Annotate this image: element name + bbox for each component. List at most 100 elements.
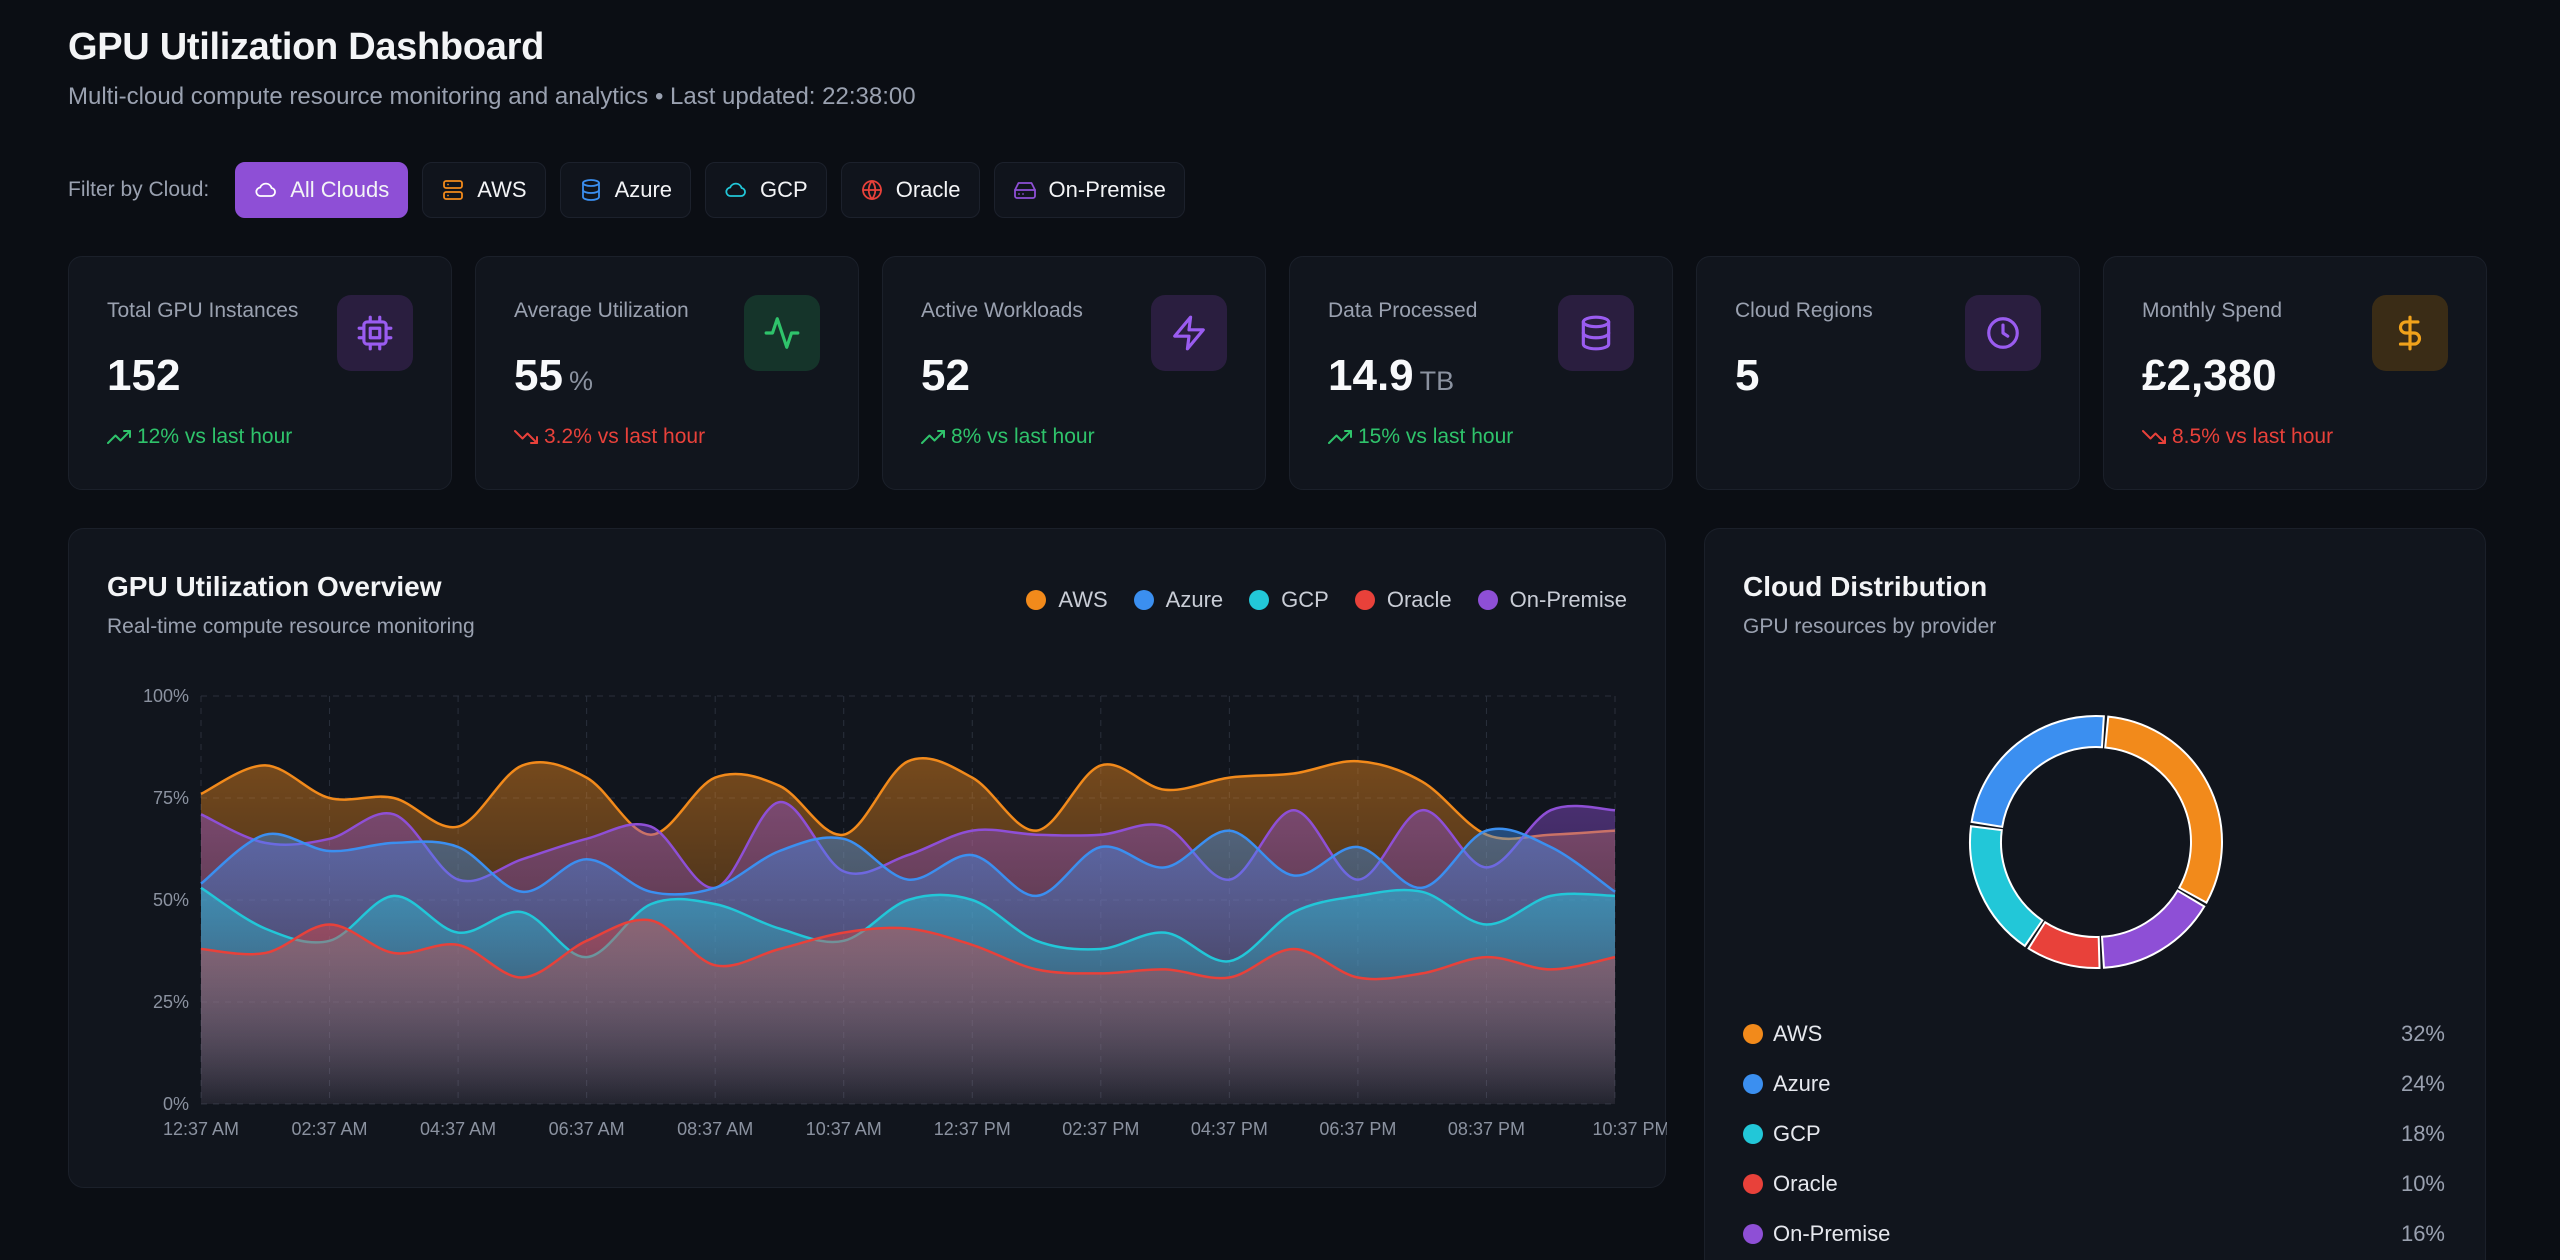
distribution-name: AWS bbox=[1773, 1021, 1823, 1046]
stat-card-total-gpu-instances: Total GPU Instances 152 12% vs last hour bbox=[68, 256, 452, 490]
stat-unit: TB bbox=[1419, 366, 1455, 396]
legend-dot bbox=[1133, 590, 1154, 610]
stat-value: 14.9 TB bbox=[1328, 351, 1454, 401]
server-icon bbox=[441, 178, 477, 202]
page-title: GPU Utilization Dashboard bbox=[68, 26, 544, 68]
trend-up-icon bbox=[921, 425, 951, 449]
cloud-distribution-panel: Cloud Distribution GPU resources by prov… bbox=[1704, 528, 2486, 1260]
legend-item-on-premise[interactable]: On-Premise bbox=[1477, 587, 1627, 613]
filter-chip-label: Azure bbox=[614, 177, 673, 202]
stat-value: 55% bbox=[514, 351, 593, 401]
distribution-subtitle: GPU resources by provider bbox=[1743, 615, 1997, 638]
legend-label: Oracle bbox=[1386, 587, 1452, 612]
filter-chip-oracle[interactable]: Oracle bbox=[840, 162, 980, 218]
legend-dot bbox=[1249, 590, 1270, 610]
x-tick-label: 02:37 AM bbox=[292, 1119, 368, 1139]
x-tick-label: 12:37 AM bbox=[163, 1119, 239, 1139]
stat-value: 52 bbox=[921, 351, 970, 401]
x-tick-label: 06:37 AM bbox=[549, 1119, 625, 1139]
y-tick-label: 75% bbox=[153, 788, 189, 808]
stat-label: Total GPU Instances bbox=[107, 299, 299, 322]
stat-number: 52 bbox=[921, 351, 970, 400]
distribution-dot bbox=[1743, 1174, 1763, 1194]
filter-chip-label: On-Premise bbox=[1048, 177, 1166, 202]
legend-item-aws[interactable]: AWS bbox=[1026, 587, 1108, 613]
distribution-name: Oracle bbox=[1773, 1171, 1838, 1196]
trend-down-icon bbox=[514, 425, 544, 449]
y-tick-label: 25% bbox=[153, 992, 189, 1012]
stat-change-text: 3.2% vs last hour bbox=[544, 425, 706, 448]
stat-label: Average Utilization bbox=[514, 299, 689, 322]
stat-number: 55 bbox=[514, 351, 563, 400]
activity-icon bbox=[744, 295, 820, 371]
stat-number: 152 bbox=[107, 351, 181, 400]
x-tick-label: 06:37 PM bbox=[1319, 1119, 1396, 1139]
page-header: GPU Utilization Dashboard Multi-cloud co… bbox=[68, 26, 916, 111]
filter-chip-gcp[interactable]: GCP bbox=[705, 162, 827, 218]
filter-label: Filter by Cloud: bbox=[68, 178, 210, 201]
donut-slice-oracle bbox=[2027, 920, 2101, 969]
legend-dot bbox=[1026, 590, 1047, 610]
stat-change: 15% vs last hour bbox=[1328, 425, 1513, 449]
x-tick-label: 10:37 PM bbox=[1592, 1119, 1667, 1139]
cloud-filter-bar: Filter by Cloud: All Clouds AWS Azure GCP Or… bbox=[68, 162, 1199, 218]
distribution-dot bbox=[1743, 1074, 1763, 1094]
utilization-area-chart[interactable]: 0% 25% 50% 75% 100% 12:37 AM 02:37 AM 04:37 AM 0… bbox=[69, 529, 1667, 1189]
distribution-dot bbox=[1743, 1024, 1763, 1044]
legend-item-azure[interactable]: Azure bbox=[1133, 587, 1224, 613]
filter-chip-aws[interactable]: AWS bbox=[422, 162, 546, 218]
cloud-icon bbox=[724, 178, 760, 202]
series-area-oracle bbox=[201, 919, 1615, 1104]
series-line-azure bbox=[200, 827, 1616, 898]
stat-change: 8.5% vs last hour bbox=[2142, 425, 2333, 449]
legend-label: Azure bbox=[1165, 587, 1224, 612]
trend-up-icon bbox=[107, 425, 137, 449]
distribution-percent: 10% bbox=[2400, 1171, 2445, 1196]
x-tick-label: 08:37 PM bbox=[1448, 1119, 1525, 1139]
stat-change-text: 15% vs last hour bbox=[1358, 425, 1514, 448]
donut-slice-on-premise bbox=[2100, 889, 2206, 969]
x-tick-label: 08:37 AM bbox=[677, 1119, 753, 1139]
distribution-name: Azure bbox=[1773, 1071, 1831, 1096]
y-tick-label: 0% bbox=[163, 1094, 189, 1114]
hard-drive-icon bbox=[1013, 178, 1049, 202]
filter-chip-label: AWS bbox=[477, 177, 527, 202]
legend-label: On-Premise bbox=[1509, 587, 1627, 612]
stat-number: 5 bbox=[1735, 351, 1760, 400]
stat-card-active-workloads: Active Workloads 52 8% vs last hour bbox=[882, 256, 1266, 490]
stat-change: 12% vs last hour bbox=[107, 425, 292, 449]
distribution-title: Cloud Distribution bbox=[1743, 571, 1988, 602]
filter-chip-label: Oracle bbox=[895, 177, 961, 202]
donut-slice-gcp bbox=[1969, 825, 2044, 948]
database-icon bbox=[579, 178, 615, 202]
filter-chip-azure[interactable]: Azure bbox=[559, 162, 692, 218]
database-icon bbox=[1558, 295, 1634, 371]
legend-item-oracle[interactable]: Oracle bbox=[1354, 587, 1452, 613]
stat-label: Active Workloads bbox=[921, 299, 1083, 322]
x-tick-label: 04:37 PM bbox=[1191, 1119, 1268, 1139]
distribution-donut-chart[interactable] bbox=[1705, 649, 2487, 1029]
legend-dot bbox=[1354, 590, 1375, 610]
stat-label: Monthly Spend bbox=[2142, 299, 2283, 322]
stat-value: £2,380 bbox=[2142, 351, 2277, 401]
filter-chip-label: GCP bbox=[760, 177, 808, 202]
x-tick-label: 02:37 PM bbox=[1062, 1119, 1139, 1139]
stat-card-cloud-regions: Cloud Regions 5 bbox=[1696, 256, 2080, 490]
legend-item-gcp[interactable]: GCP bbox=[1249, 587, 1329, 613]
distribution-row-gcp: GCP 18% bbox=[1743, 1109, 2445, 1159]
x-tick-label: 10:37 AM bbox=[806, 1119, 882, 1139]
y-tick-label: 100% bbox=[143, 686, 189, 706]
stat-card-average-utilization: Average Utilization 55% 3.2% vs last hour bbox=[475, 256, 859, 490]
stat-label: Data Processed bbox=[1328, 299, 1478, 322]
stat-change-text: 8.5% vs last hour bbox=[2172, 425, 2334, 448]
utilization-overview-panel: GPU Utilization Overview Real-time compu… bbox=[68, 528, 1667, 1189]
distribution-dot bbox=[1743, 1224, 1763, 1244]
trend-down-icon bbox=[2142, 425, 2172, 449]
stat-change: 8% vs last hour bbox=[921, 425, 1095, 449]
overview-title: GPU Utilization Overview bbox=[107, 571, 442, 602]
filter-chip-all-clouds[interactable]: All Clouds bbox=[235, 162, 409, 218]
filter-chip-on-premise[interactable]: On-Premise bbox=[993, 162, 1185, 218]
distribution-row-on-premise: On-Premise 16% bbox=[1743, 1209, 2445, 1259]
x-tick-label: 04:37 AM bbox=[420, 1119, 496, 1139]
legend-label: GCP bbox=[1281, 587, 1329, 612]
